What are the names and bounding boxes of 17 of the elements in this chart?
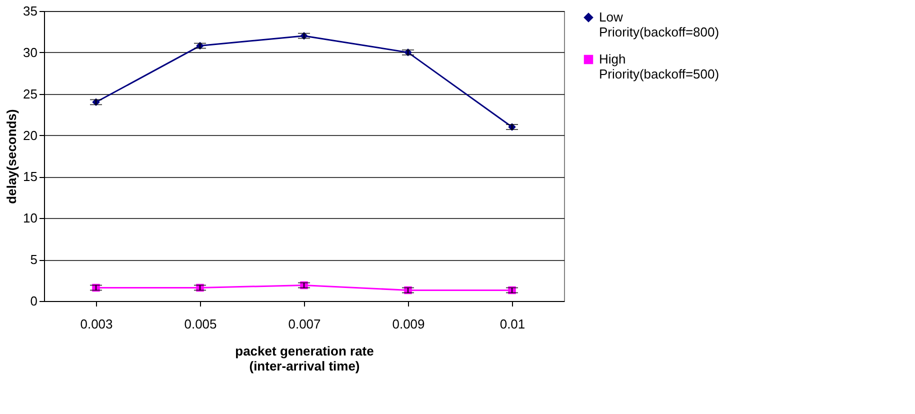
y-tick-label: 0 — [30, 294, 38, 308]
x-tick-label: 0.005 — [184, 316, 217, 332]
x-tick-label: 0.009 — [392, 316, 425, 332]
x-tick-label: 0.003 — [80, 316, 113, 332]
y-tick-label: 15 — [23, 169, 38, 184]
y-tick-label: 30 — [23, 44, 38, 60]
y-tick-label: 25 — [23, 86, 38, 102]
legend-label: Low Priority(backoff=800) — [599, 10, 720, 40]
x-axis-title: packet generation rate (inter-arrival time) — [235, 344, 374, 374]
legend-label: High Priority(backoff=500) — [599, 52, 720, 82]
y-tick-label: 10 — [23, 210, 38, 226]
y-tick-label: 35 — [23, 4, 38, 18]
y-tick-label: 20 — [23, 128, 38, 143]
x-tick-label: 0.007 — [288, 316, 321, 332]
y-axis-title: delay(seconds) — [4, 109, 20, 204]
y-tick-label: 5 — [30, 252, 38, 268]
x-tick-label: 0.01 — [500, 316, 526, 332]
